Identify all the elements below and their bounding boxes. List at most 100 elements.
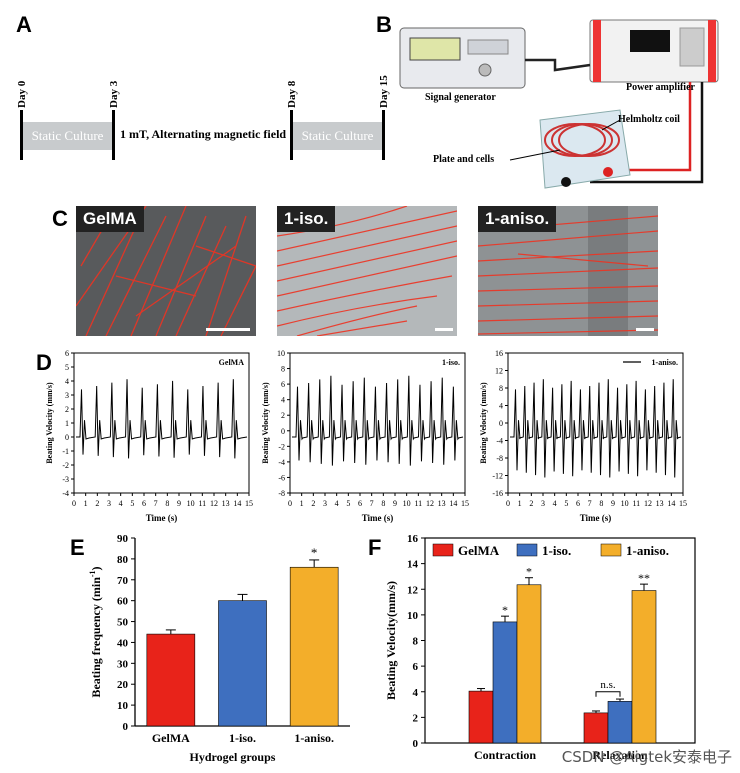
y-tick-label: 0	[499, 419, 503, 428]
static-culture-bar-1: Static Culture	[23, 122, 112, 150]
x-tick-label: 2	[95, 499, 99, 508]
significance-mark: *	[526, 565, 532, 579]
x-tick-label: 0	[506, 499, 510, 508]
significance-mark: *	[311, 545, 318, 560]
signal-generator-label: Signal generator	[425, 92, 496, 103]
beating-waveform	[76, 379, 248, 459]
y-tick-label: 16	[407, 533, 419, 545]
field-label: 1 mT, Alternating magnetic field	[120, 127, 287, 141]
panel-label-c: C	[52, 206, 68, 231]
micrograph-iso: 1-iso.	[277, 206, 457, 336]
timeline-tick-day8	[290, 110, 293, 160]
bar-1-2	[631, 590, 657, 744]
watermark: CSDN @Aigtek安泰电子	[561, 748, 732, 766]
y-tick-label: 14	[407, 559, 419, 571]
ns-bracket	[595, 691, 621, 697]
x-tick-label: 7	[370, 499, 374, 508]
scale-bar-iso	[435, 328, 453, 331]
power-amplifier-device	[589, 19, 719, 83]
y-tick-label: -8	[278, 489, 285, 498]
legend-swatch	[600, 543, 622, 557]
y-tick-label: 6	[413, 661, 419, 673]
trace-legend: GelMA	[219, 358, 245, 367]
x-axis-label: Time (s)	[580, 513, 612, 523]
bar-1-1	[607, 701, 633, 744]
x-tick-label: 9	[177, 499, 181, 508]
static-culture-bar-2: Static Culture	[293, 122, 382, 150]
x-tick-label: 15	[461, 499, 469, 508]
y-tick-label: 8	[281, 365, 285, 374]
x-axis-label: Time (s)	[146, 513, 178, 523]
x-tick-label: 2	[311, 499, 315, 508]
y-tick-label: 4	[65, 377, 69, 386]
y-tick-label: 8	[413, 636, 419, 648]
x-tick-label: 8	[165, 499, 169, 508]
x-tick-label: 10	[403, 499, 411, 508]
day-label-8: Day 8	[286, 80, 298, 108]
y-tick-label: -3	[62, 475, 69, 484]
x-tick-label: 12	[644, 499, 652, 508]
y-tick-label: 2	[413, 712, 419, 724]
x-tick-label: 5	[346, 499, 350, 508]
helmholtz-coil-label: Helmholtz coil	[618, 114, 680, 125]
x-tick-label: 4	[335, 499, 339, 508]
x-tick-label: 0	[288, 499, 292, 508]
x-axis-label: Hydrogel groups	[190, 750, 276, 764]
legend-label: 1-iso.	[542, 543, 571, 558]
y-tick-label: 10	[117, 700, 129, 712]
y-tick-label: 8	[499, 384, 503, 393]
x-tick-label: 1	[84, 499, 88, 508]
x-tick-label: GelMA	[152, 731, 190, 745]
y-tick-label: -8	[496, 454, 503, 463]
setup-illustration	[399, 19, 719, 189]
legend-swatch	[516, 543, 538, 557]
y-tick-label: 0	[123, 721, 129, 733]
panel-label-b: B	[376, 12, 392, 37]
x-tick-label: 11	[632, 499, 640, 508]
timeline-tick-day0	[20, 110, 23, 160]
bar-2	[289, 566, 339, 727]
x-tick-label: 10	[621, 499, 629, 508]
y-axis-label: Beating Velocity (mm/s)	[479, 382, 488, 464]
x-tick-label: 11	[198, 499, 206, 508]
x-tick-label: 3	[323, 499, 327, 508]
trace-legend: 1-aniso.	[652, 358, 678, 367]
x-tick-label: 6	[142, 499, 146, 508]
micrograph-label-gelma: GelMA	[76, 206, 144, 232]
y-tick-label: 0	[281, 427, 285, 436]
x-tick-label: 1	[518, 499, 522, 508]
day-label-15: Day 15	[378, 75, 390, 108]
x-tick-label: 3	[107, 499, 111, 508]
x-tick-label: 14	[667, 499, 675, 508]
x-tick-label: 7	[588, 499, 592, 508]
y-tick-label: 10	[277, 349, 285, 358]
plate-cells-label: Plate and cells	[433, 154, 495, 165]
x-tick-label: 6	[576, 499, 580, 508]
y-tick-label: -1	[62, 447, 69, 456]
x-tick-label: 2	[529, 499, 533, 508]
significance-mark: *	[502, 603, 508, 617]
legend: GelMA 1-iso. 1-aniso.	[432, 543, 669, 558]
x-tick-label: 13	[438, 499, 446, 508]
x-tick-label: 11	[414, 499, 422, 508]
y-tick-label: 6	[281, 380, 285, 389]
y-tick-label: -2	[62, 461, 69, 470]
ns-label: n.s.	[600, 679, 616, 691]
y-tick-label: 6	[65, 349, 69, 358]
legend-label: GelMA	[458, 543, 500, 558]
cable-generator-amplifier	[525, 58, 591, 72]
y-tick-label: -2	[278, 442, 285, 451]
y-tick-label: 0	[413, 738, 419, 750]
x-tick-label: 13	[222, 499, 230, 508]
legend-label: 1-aniso.	[626, 543, 669, 558]
y-tick-label: 12	[495, 367, 503, 376]
x-tick-label: 12	[210, 499, 218, 508]
x-tick-label: 8	[599, 499, 603, 508]
x-tick-label: 0	[72, 499, 76, 508]
x-tick-label: 6	[358, 499, 362, 508]
y-tick-label: 30	[117, 658, 129, 670]
y-tick-label: 40	[117, 637, 129, 649]
